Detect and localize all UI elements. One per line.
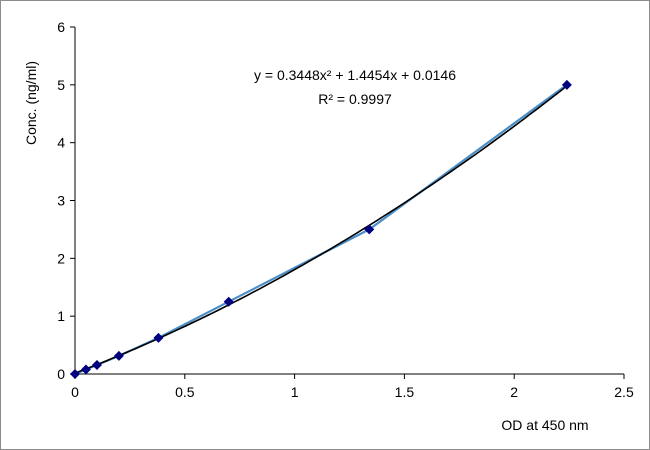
y-axis-title: Conc. (ng/ml) xyxy=(23,61,39,145)
data-point-marker xyxy=(223,296,234,307)
tick-labels: 0 1 2 3 4 5 6 0 0.5 1 1.5 2 2.5 xyxy=(57,19,634,400)
data-point-marker xyxy=(561,79,572,90)
x-tick-label: 2 xyxy=(510,384,518,400)
series-line xyxy=(74,83,568,376)
x-tick-label: 1.5 xyxy=(395,384,415,400)
y-tick-label: 5 xyxy=(57,77,65,93)
trendline-curve xyxy=(74,85,568,374)
trendline-group xyxy=(74,85,568,374)
data-point-marker xyxy=(91,359,102,370)
x-tick-label: 0 xyxy=(71,384,79,400)
y-tick-label: 4 xyxy=(57,135,65,151)
y-tick-label: 6 xyxy=(57,19,65,35)
y-tick-label: 2 xyxy=(57,250,65,266)
data-point-marker xyxy=(153,332,164,343)
trendline-r-squared: R² = 0.9997 xyxy=(318,91,392,107)
y-tick-label: 0 xyxy=(57,366,65,382)
x-tick-label: 1 xyxy=(291,384,299,400)
data-point-marker xyxy=(80,364,91,375)
data-point-marker xyxy=(364,224,375,235)
data-points xyxy=(70,79,572,379)
x-tick-label: 2.5 xyxy=(614,384,634,400)
y-tick-label: 3 xyxy=(57,193,65,209)
trendline-equation: y = 0.3448x² + 1.4454x + 0.0146 xyxy=(254,67,456,83)
y-tick-label: 1 xyxy=(57,308,65,324)
x-tick-label: 0.5 xyxy=(175,384,195,400)
data-point-marker xyxy=(113,350,124,361)
series-line-group xyxy=(74,83,568,376)
data-point-marker xyxy=(70,369,80,379)
x-axis-title: OD at 450 nm xyxy=(501,417,588,433)
